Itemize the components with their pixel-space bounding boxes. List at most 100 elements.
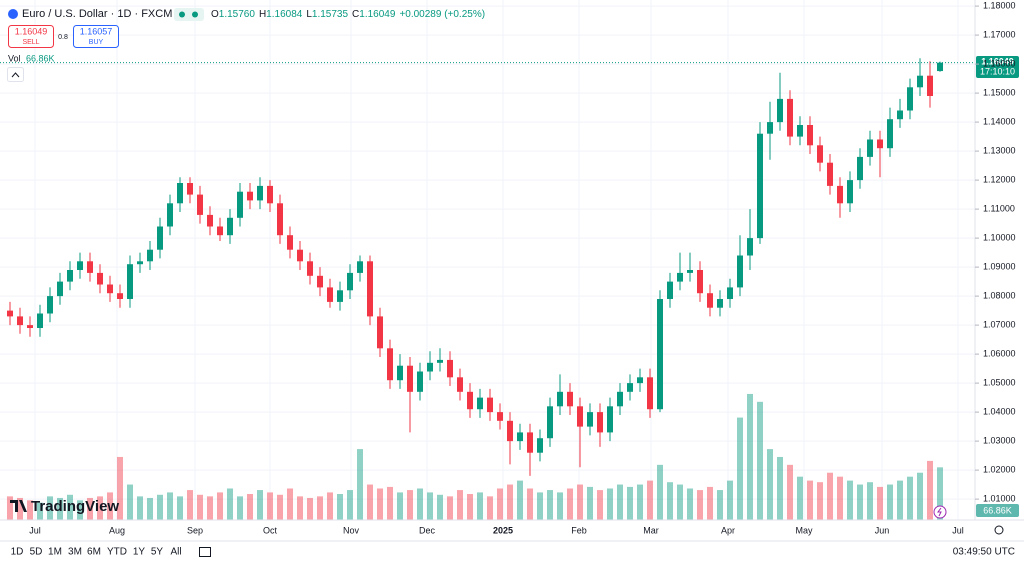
symbol-logo xyxy=(8,9,18,19)
candle-body xyxy=(527,432,533,453)
volume-bar xyxy=(117,456,123,520)
x-tick-label: Oct xyxy=(263,525,278,535)
volume-tag-value: 66.86K xyxy=(983,505,1012,515)
y-tick-label: 1.09000 xyxy=(983,261,1016,271)
candle-body xyxy=(47,296,53,314)
volume-bar xyxy=(867,482,873,520)
volume-bar xyxy=(537,492,543,520)
range-button[interactable]: 1M xyxy=(48,547,62,558)
volume-bar xyxy=(417,488,423,520)
symbol-title[interactable]: Euro / U.S. Dollar · 1D · FXCM xyxy=(22,8,172,20)
volume-bar xyxy=(517,480,523,520)
y-tick-label: 1.04000 xyxy=(983,406,1016,416)
candle-body xyxy=(667,281,673,300)
volume-bar xyxy=(527,488,533,520)
candle-body xyxy=(737,255,743,288)
candle-body xyxy=(617,391,623,407)
candle-body xyxy=(687,270,693,273)
x-tick-label: Nov xyxy=(343,525,360,535)
volume-bar xyxy=(667,482,673,520)
change-value: +0.00289 (+0.25%) xyxy=(399,9,485,20)
candle-body xyxy=(837,185,843,204)
y-tick-label: 1.07000 xyxy=(983,319,1016,329)
candle-body xyxy=(97,272,103,285)
y-tick-label: 1.02000 xyxy=(983,464,1016,474)
candle-body xyxy=(457,377,463,392)
candle-body xyxy=(937,62,943,72)
volume-bar xyxy=(287,488,293,520)
volume-bar xyxy=(187,490,193,520)
range-button[interactable]: 1Y xyxy=(133,547,146,558)
candle-body xyxy=(587,412,593,427)
candle-layer xyxy=(0,58,975,476)
x-tick-label: Jun xyxy=(875,525,890,535)
volume-bar xyxy=(647,480,653,520)
h-value: 1.16084 xyxy=(266,9,303,20)
range-button[interactable]: YTD xyxy=(107,547,127,558)
volume-bar xyxy=(337,494,343,520)
y-tick-label: 1.06000 xyxy=(983,348,1016,358)
volume-bar xyxy=(927,460,933,520)
y-tick-label: 1.03000 xyxy=(983,435,1016,445)
volume-bar xyxy=(637,484,643,520)
candle-body xyxy=(207,214,213,227)
date-range-icon[interactable] xyxy=(199,547,211,557)
y-tick-label: 1.13000 xyxy=(983,145,1016,155)
candle-body xyxy=(307,261,313,276)
candle-body xyxy=(77,261,83,271)
volume-bar xyxy=(707,486,713,520)
volume-bar xyxy=(447,496,453,520)
volume-bar xyxy=(827,472,833,520)
volume-bar xyxy=(387,486,393,520)
volume-bar xyxy=(127,484,133,520)
x-tick-label: Jul xyxy=(952,525,964,535)
candle-body xyxy=(317,275,323,288)
visibility-icons[interactable] xyxy=(174,8,204,21)
candle-body xyxy=(867,139,873,157)
volume-bar xyxy=(617,484,623,520)
candle-body xyxy=(767,122,773,134)
candle-body xyxy=(157,226,163,250)
grid xyxy=(0,0,975,520)
settings-icon[interactable] xyxy=(994,525,1004,535)
range-button[interactable]: All xyxy=(170,547,181,558)
buy-button[interactable] xyxy=(73,25,119,48)
x-tick-label: Feb xyxy=(571,525,587,535)
volume-bar xyxy=(427,492,433,520)
volume-bar xyxy=(97,496,103,520)
price-tag xyxy=(976,56,1019,78)
sell-button[interactable] xyxy=(8,25,54,48)
range-button[interactable]: 3M xyxy=(68,547,82,558)
candle-body xyxy=(67,270,73,282)
y-tick-label: 1.05000 xyxy=(983,377,1016,387)
volume-bar xyxy=(17,497,23,520)
candle-body xyxy=(707,293,713,308)
lightning-glyph xyxy=(937,507,942,517)
range-button[interactable]: 6M xyxy=(87,547,101,558)
candle-body xyxy=(147,249,153,262)
candle-body xyxy=(57,281,63,297)
volume-bar xyxy=(347,490,353,520)
sell-label: SELL xyxy=(22,39,39,46)
range-button[interactable]: 5Y xyxy=(151,547,164,558)
collapse-button[interactable] xyxy=(7,67,24,82)
volume-bar xyxy=(857,484,863,520)
candle-body xyxy=(107,284,113,294)
candle-body xyxy=(637,377,643,384)
candle-body xyxy=(917,75,923,88)
volume-bar xyxy=(917,472,923,520)
candle-body xyxy=(777,98,783,123)
candle-body xyxy=(697,270,703,294)
volume-bar xyxy=(567,488,573,520)
volume-bar xyxy=(897,480,903,520)
range-button[interactable]: 5D xyxy=(30,547,43,558)
range-button[interactable]: 1D xyxy=(11,547,24,558)
y-tick-label: 1.01000 xyxy=(983,493,1016,503)
volume-bar xyxy=(47,496,53,520)
volume-bar xyxy=(767,449,773,520)
volume-bar xyxy=(57,497,63,520)
candle-body xyxy=(827,162,833,186)
price-tag-value: 1.16049 xyxy=(981,56,1014,66)
volume-bar xyxy=(397,492,403,520)
x-tick-label: Mar xyxy=(643,525,659,535)
